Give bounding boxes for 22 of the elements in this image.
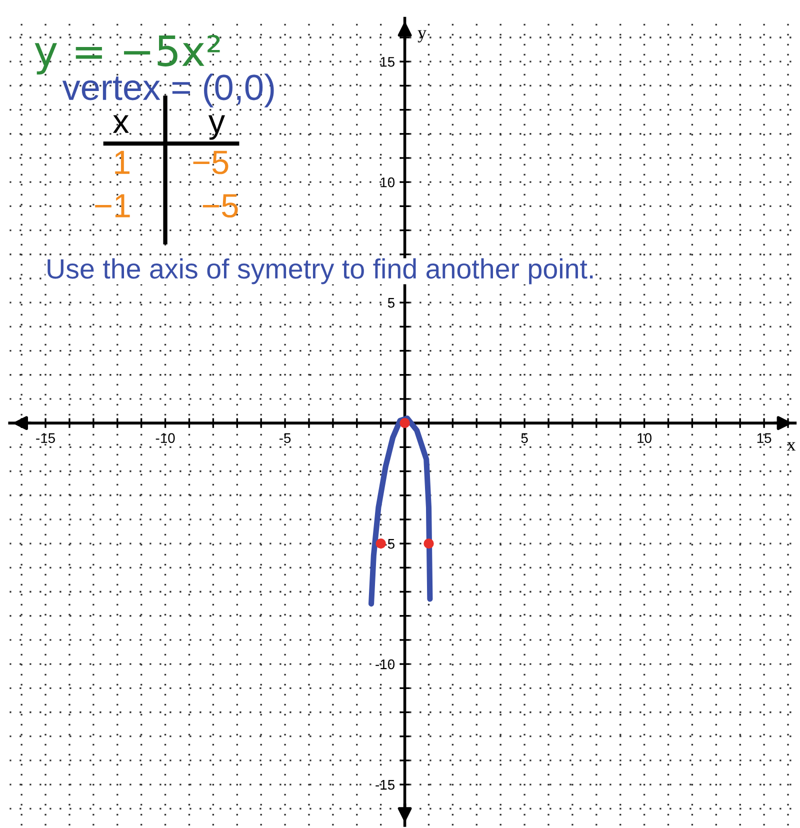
annotation: y <box>208 115 225 140</box>
y-tick-label: -15 <box>376 780 394 790</box>
annotation: Use the axis of symetry to find another point. <box>48 258 593 284</box>
chart-title: y = −5x² <box>34 34 220 75</box>
x-tick-label: -10 <box>156 433 175 443</box>
x-tick-label: 15 <box>757 433 772 443</box>
x-tick-label: 10 <box>638 433 652 443</box>
annotation: −1 <box>95 194 130 218</box>
y-tick-label: -10 <box>376 659 395 670</box>
annotation: −5 <box>202 194 238 218</box>
x-tick-label: -5 <box>279 433 291 443</box>
annotation: −5 <box>193 150 228 174</box>
x-axis-title: x <box>786 442 796 451</box>
y-tick-label: 10 <box>380 177 395 188</box>
annotation: x <box>112 115 129 133</box>
y-axis-title: y <box>418 30 426 42</box>
x-tick-label: -15 <box>36 433 55 443</box>
y-tick-label: 5 <box>388 298 394 308</box>
x-tick-label: 5 <box>521 433 528 443</box>
annotation: vertex = (0,0) <box>62 74 274 108</box>
annotation: 1 <box>115 150 130 174</box>
y-tick-label: 15 <box>380 57 394 67</box>
